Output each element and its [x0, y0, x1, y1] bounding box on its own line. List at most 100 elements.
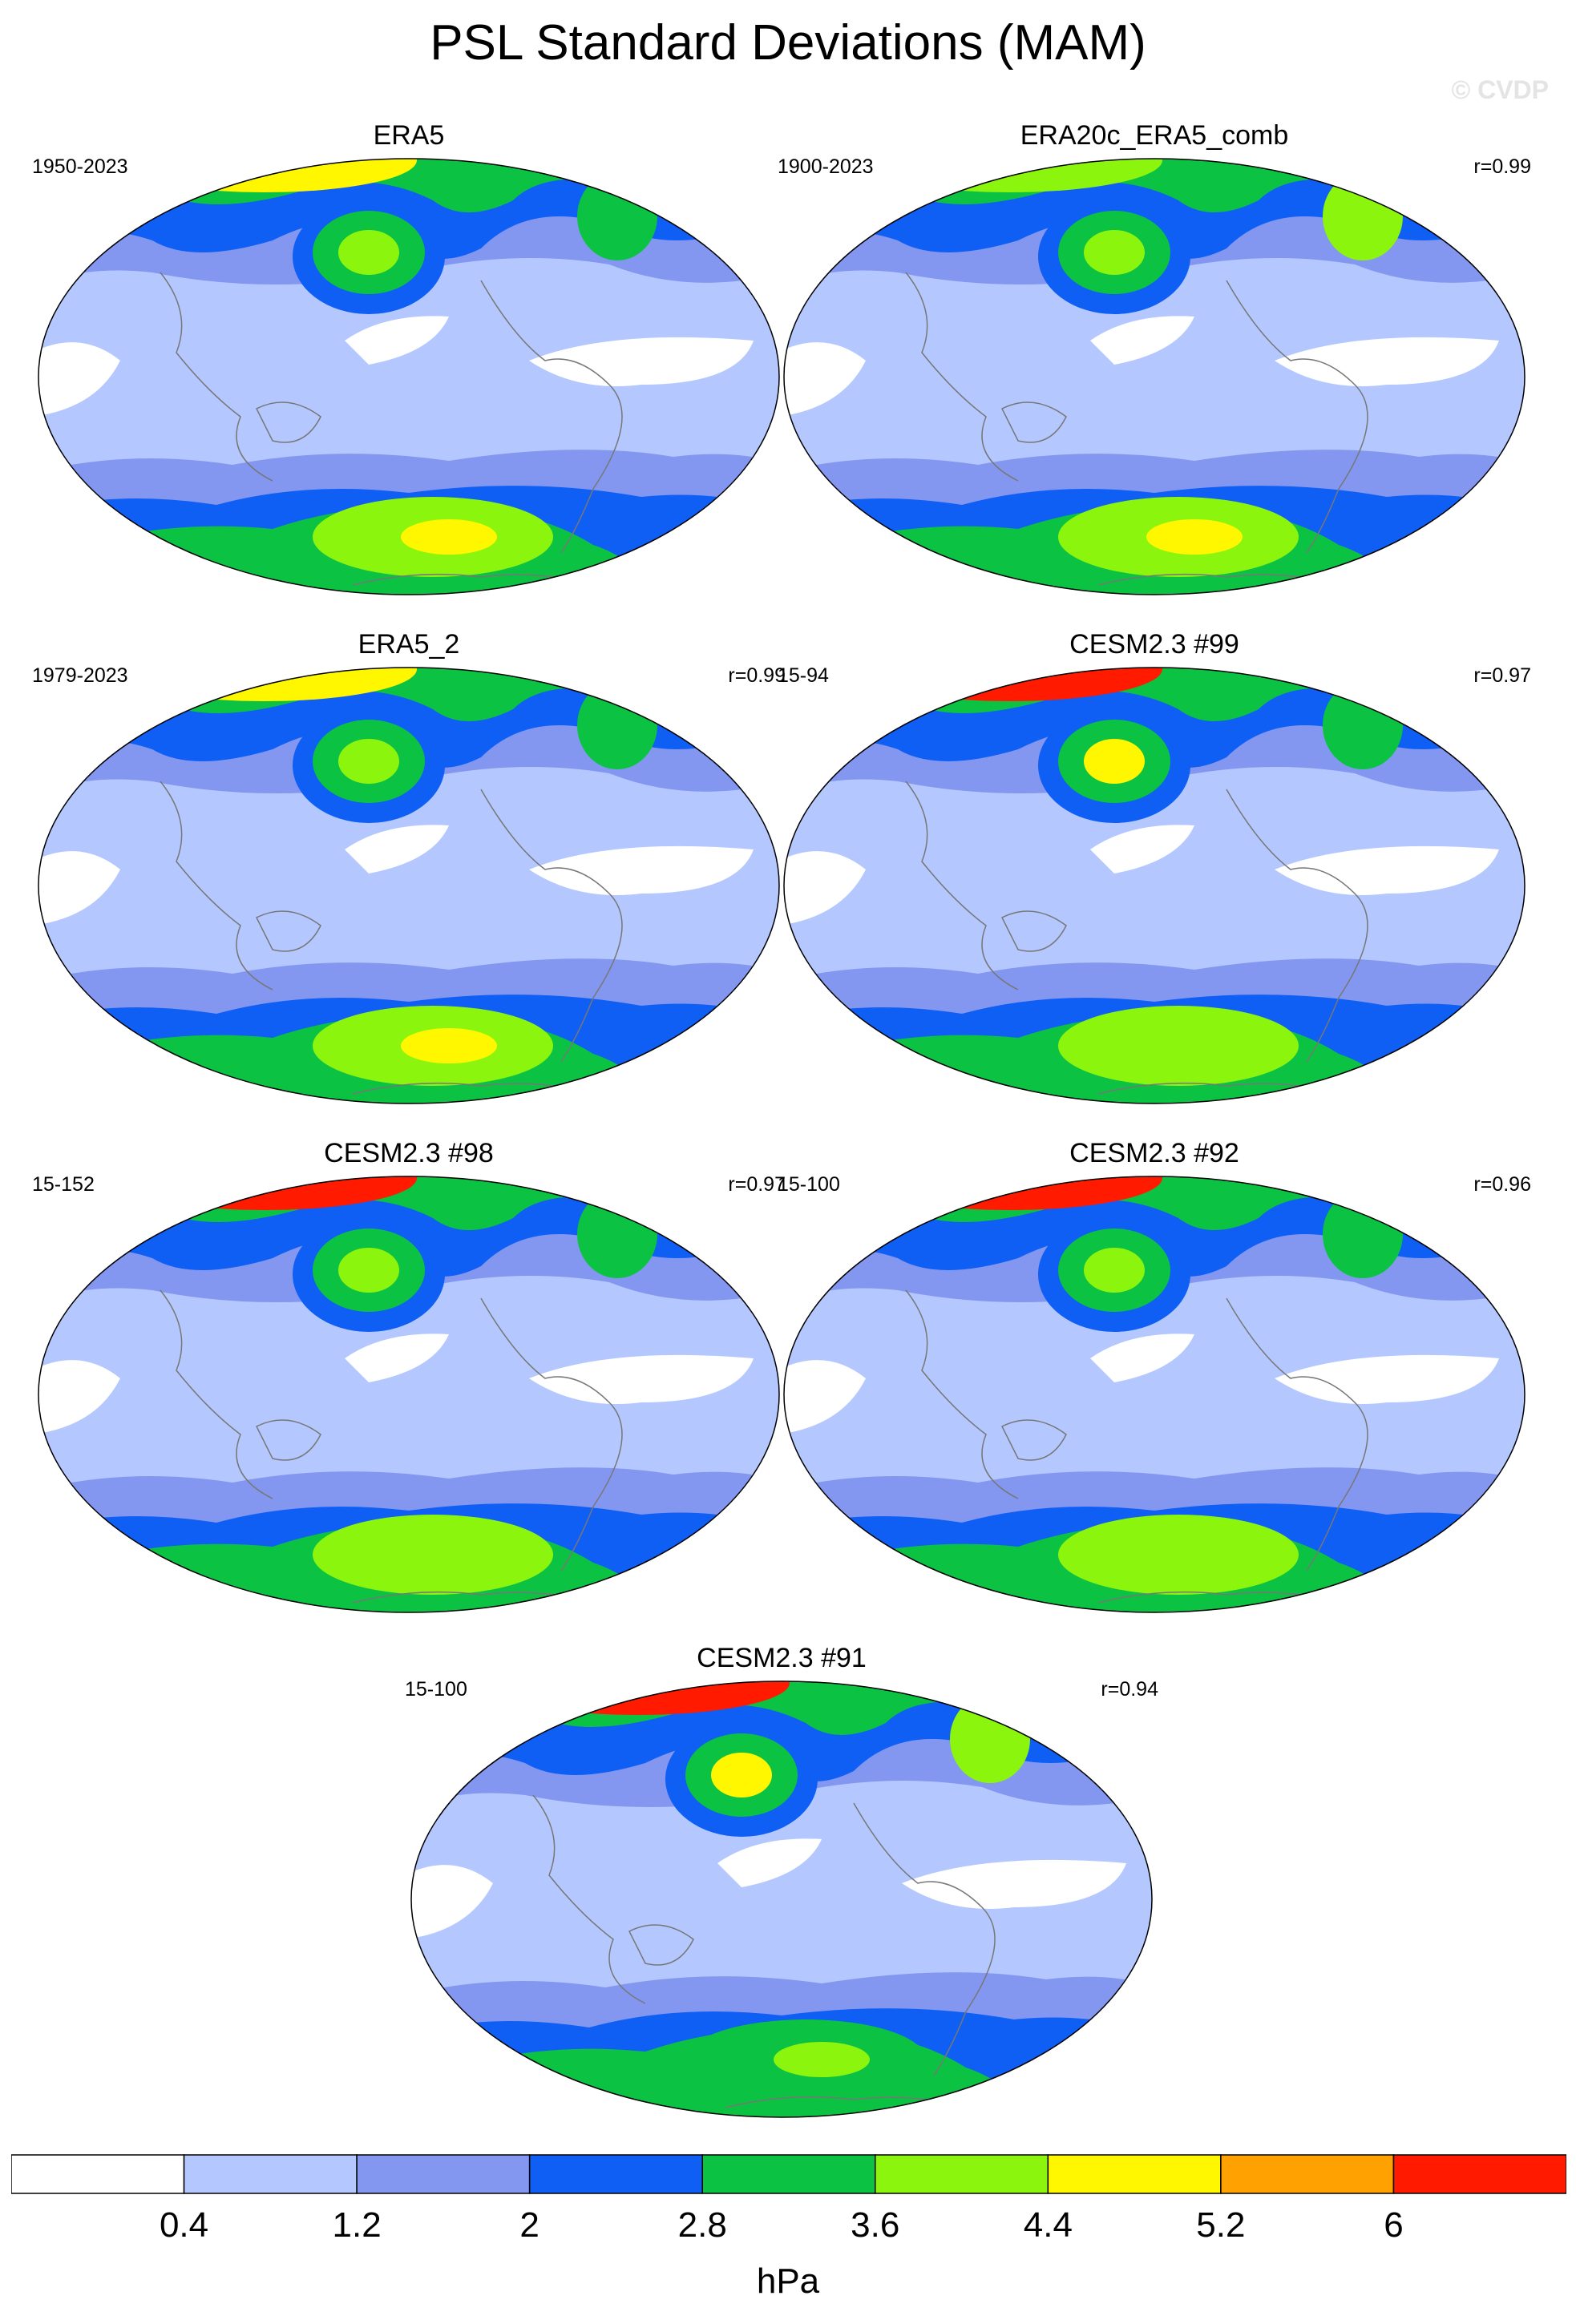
- coastline: [480, 789, 623, 1063]
- panel-correlation: r=0.99: [728, 664, 786, 687]
- globe-map: [38, 1176, 780, 1613]
- southern-ocean-core: [774, 2042, 870, 2077]
- contour-band: [784, 1360, 866, 1434]
- panel-correlation: r=0.97: [728, 1173, 786, 1196]
- colorbar-swatch: [875, 2154, 1049, 2194]
- colorbar-units: hPa: [756, 2261, 820, 2301]
- map-panel: CESM2.3 #98 15-152 r=0.97: [32, 1138, 786, 1619]
- southern-ocean-core: [1146, 1028, 1243, 1063]
- colorbar-tick-label: 2.8: [677, 2205, 727, 2245]
- map-panel: ERA5 1950-2023: [32, 120, 786, 601]
- colorbar-tick-label: 6: [1384, 2205, 1404, 2245]
- globe-outline: [783, 667, 1525, 1104]
- panel-period: 15-94: [778, 664, 829, 687]
- north-atlantic-core: [577, 681, 657, 769]
- contour-band: [38, 1360, 120, 1434]
- figure-title: PSL Standard Deviations (MAM): [430, 15, 1146, 71]
- coastline: [1000, 910, 1067, 952]
- colorbar-tick-label: 2: [519, 2205, 539, 2245]
- contour-band: [1275, 337, 1499, 386]
- contour-band: [529, 1354, 754, 1404]
- colorbar-tick-label: 3.6: [851, 2205, 900, 2245]
- contour-band: [411, 1865, 493, 1939]
- globe-outline: [410, 1680, 1153, 2118]
- globe-map: [38, 158, 780, 595]
- north-atlantic-core: [1323, 1190, 1403, 1278]
- map-panel: CESM2.3 #92 15-100 r=0.96: [778, 1138, 1531, 1619]
- panel-correlation: r=0.97: [1473, 664, 1531, 687]
- coastline: [532, 1794, 646, 2004]
- southern-ocean-core: [401, 1537, 497, 1572]
- coastline: [1226, 789, 1368, 1063]
- north-atlantic-core: [577, 172, 657, 260]
- colorbar-swatch: [356, 2154, 531, 2194]
- coastline: [1226, 280, 1368, 554]
- contour-band: [345, 316, 449, 365]
- panel-period: 15-152: [32, 1173, 95, 1196]
- panel-title: CESM2.3 #99: [1069, 629, 1239, 660]
- north-pacific-core: [711, 1753, 772, 1797]
- coastline: [905, 1289, 1019, 1499]
- contour-band: [717, 1838, 822, 1887]
- coastline: [255, 401, 321, 443]
- contour-band: [38, 342, 120, 417]
- coastline: [905, 272, 1019, 482]
- coastline: [1226, 1297, 1368, 1572]
- coastline: [255, 910, 321, 952]
- north-pacific-core: [338, 1248, 399, 1293]
- map-panel: CESM2.3 #99 15-94 r=0.97: [778, 629, 1531, 1110]
- north-pacific-core: [1084, 739, 1145, 784]
- contour-band: [1275, 1354, 1499, 1404]
- globe-map: [783, 667, 1525, 1104]
- contour-band: [784, 851, 866, 926]
- colorbar-swatch: [183, 2154, 358, 2194]
- contour-band: [345, 825, 449, 874]
- globe-outline: [38, 1176, 780, 1613]
- panel-period: 1900-2023: [778, 155, 874, 178]
- coastline: [160, 1289, 273, 1499]
- coastline: [480, 1297, 623, 1572]
- colorbar: [11, 2154, 1566, 2194]
- globe-outline: [783, 158, 1525, 595]
- north-atlantic-core: [1323, 681, 1403, 769]
- panel-title: ERA20c_ERA5_comb: [1020, 120, 1289, 151]
- contour-band: [529, 845, 754, 895]
- coastline: [160, 781, 273, 991]
- panel-correlation: r=0.99: [1473, 155, 1531, 178]
- colorbar-tick-label: 0.4: [159, 2205, 209, 2245]
- globe-outline: [38, 667, 780, 1104]
- cvdp-watermark: © CVDP: [1451, 75, 1549, 104]
- colorbar-swatch: [1220, 2154, 1395, 2194]
- colorbar-tick-label: 5.2: [1196, 2205, 1246, 2245]
- north-pacific-core: [338, 739, 399, 784]
- north-atlantic-core: [950, 1695, 1030, 1783]
- coastline: [853, 1802, 996, 2076]
- colorbar-swatch: [528, 2154, 703, 2194]
- panel-title: ERA5_2: [358, 629, 460, 660]
- contour-band: [38, 851, 120, 926]
- panel-correlation: r=0.94: [1101, 1678, 1158, 1701]
- coastline: [1000, 401, 1067, 443]
- colorbar-tick-label: 1.2: [332, 2205, 382, 2245]
- coastline: [905, 781, 1019, 991]
- coastline: [160, 272, 273, 482]
- north-pacific-core: [1084, 230, 1145, 275]
- globe-map: [410, 1680, 1153, 2118]
- colorbar-swatch: [11, 2154, 185, 2194]
- globe-map: [783, 1176, 1525, 1613]
- southern-ocean-core: [1146, 519, 1243, 555]
- contour-band: [345, 1333, 449, 1382]
- map-panel: ERA5_2 1979-2023 r=0.99: [32, 629, 786, 1110]
- north-pacific-core: [1084, 1248, 1145, 1293]
- coastline: [628, 1924, 694, 1966]
- contour-band: [1275, 845, 1499, 895]
- panel-title: CESM2.3 #91: [697, 1643, 867, 1673]
- panel-period: 15-100: [405, 1678, 467, 1701]
- coastline: [255, 1419, 321, 1461]
- contour-band: [784, 342, 866, 417]
- globe-outline: [38, 158, 780, 595]
- map-panel: CESM2.3 #91 15-100 r=0.94: [405, 1643, 1158, 2124]
- colorbar-tick-label: 4.4: [1023, 2205, 1073, 2245]
- panel-correlation: r=0.96: [1473, 1173, 1531, 1196]
- north-pacific-core: [338, 230, 399, 275]
